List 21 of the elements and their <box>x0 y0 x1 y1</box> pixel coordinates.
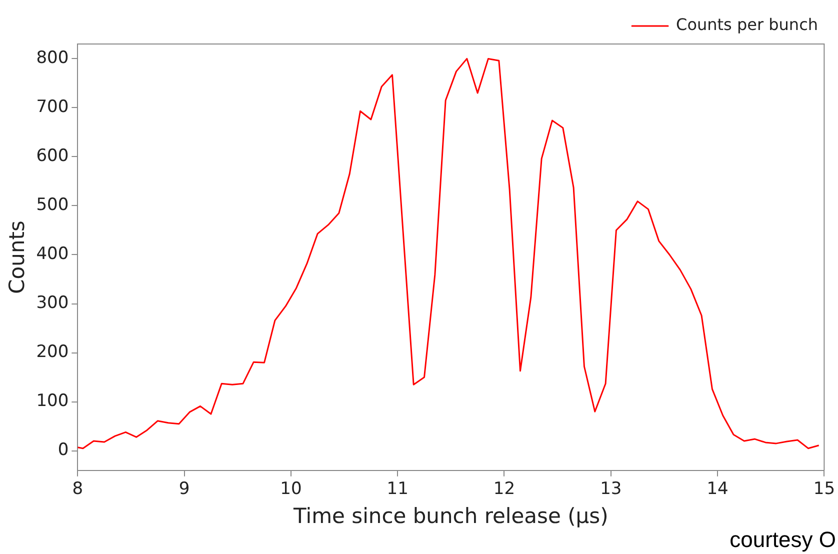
y-tick-label: 100 <box>36 391 69 412</box>
y-tick-label: 300 <box>36 293 69 314</box>
text: courtesy O <box>730 527 836 552</box>
y-tick-label: 0 <box>58 440 69 460</box>
x-tick-label: 13 <box>600 479 622 500</box>
x-tick-label: 10 <box>280 479 302 500</box>
x-tick-label: 11 <box>386 479 408 500</box>
y-tick-label: 500 <box>36 195 69 216</box>
y-axis-title: Counts <box>5 220 30 294</box>
x-tick-label: 9 <box>178 479 190 500</box>
y-tick-label: 400 <box>36 244 69 264</box>
y-tick-label: 800 <box>36 48 69 68</box>
x-axis-title: Time since bunch release (μs) <box>292 504 608 528</box>
x-tick-label: 12 <box>493 479 516 500</box>
y-tick-label: 200 <box>36 342 69 362</box>
y-tick-label: 700 <box>36 97 69 118</box>
x-tick-label: 14 <box>706 479 728 500</box>
x-tick-label: 15 <box>813 479 836 500</box>
y-tick-label: 600 <box>36 146 69 166</box>
legend-label: Counts per bunch <box>676 15 818 34</box>
x-tick-label: 8 <box>72 479 84 500</box>
